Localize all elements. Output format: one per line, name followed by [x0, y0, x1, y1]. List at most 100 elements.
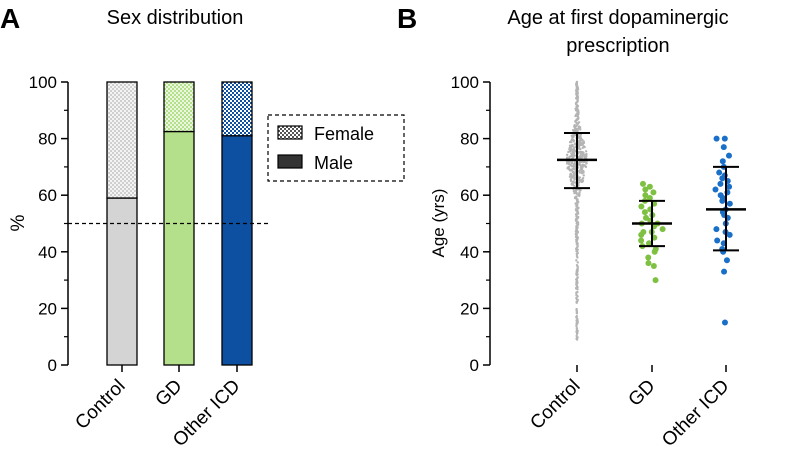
- point-control: [584, 161, 588, 164]
- chart-title-b-line-2: prescription: [566, 35, 669, 57]
- point-other-icd: [717, 180, 724, 187]
- point-control: [575, 314, 579, 318]
- legend-swatch-female: [277, 125, 303, 140]
- y-tick-label-a-80: 80: [38, 130, 57, 149]
- point-control: [567, 165, 571, 169]
- point-gd: [650, 262, 657, 269]
- point-gd: [639, 180, 646, 187]
- point-control: [571, 133, 575, 137]
- point-control: [575, 195, 578, 198]
- point-control: [572, 189, 576, 193]
- y-tick-label-b-80: 80: [460, 130, 479, 149]
- point-control: [575, 307, 578, 311]
- point-control: [575, 264, 579, 267]
- point-control: [577, 125, 581, 128]
- y-axis-label-b: Age (yrs): [429, 189, 448, 258]
- x-tick-label-b-2: Other ICD: [658, 376, 733, 451]
- y-axis-b: 0 20 40 60 80 100: [451, 73, 491, 375]
- chart-title-b-line-1: Age at first dopaminergic: [507, 7, 728, 29]
- scatter-points-b: [565, 80, 733, 341]
- point-control: [571, 151, 575, 154]
- point-control: [578, 176, 582, 179]
- point-gd: [642, 192, 649, 199]
- point-control: [569, 155, 572, 158]
- bar-female-2: [221, 81, 253, 137]
- point-control: [571, 143, 574, 147]
- point-control: [578, 191, 581, 194]
- bar-male-0: [106, 197, 138, 366]
- point-control: [575, 80, 579, 84]
- point-other-icd: [720, 144, 727, 151]
- point-gd: [652, 277, 659, 284]
- point-other-icd: [721, 268, 728, 275]
- point-other-icd: [725, 152, 732, 159]
- point-control: [581, 150, 584, 154]
- point-control: [565, 156, 569, 159]
- point-control: [577, 181, 581, 184]
- point-control: [577, 150, 580, 154]
- point-gd: [642, 214, 649, 221]
- point-other-icd: [726, 183, 733, 190]
- legend-label-male: Male: [314, 153, 353, 173]
- point-gd: [652, 245, 659, 252]
- point-gd: [638, 203, 645, 210]
- point-control: [571, 138, 574, 141]
- point-control: [573, 162, 576, 166]
- point-control: [576, 129, 579, 133]
- point-other-icd: [717, 192, 724, 199]
- point-gd: [641, 209, 648, 216]
- point-gd: [638, 237, 645, 244]
- point-other-icd: [713, 135, 720, 142]
- bar-male-1: [163, 130, 195, 366]
- panel-letter-b: B: [397, 3, 417, 34]
- point-control: [581, 163, 585, 166]
- chart-title-a: Sex distribution: [107, 7, 244, 29]
- legend-swatch-male: [277, 154, 303, 169]
- y-tick-label-a-100: 100: [29, 73, 57, 92]
- panel-letter-a: A: [0, 3, 20, 34]
- y-tick-label-a-20: 20: [38, 299, 57, 318]
- point-control: [572, 167, 575, 170]
- summary-bars-b: [557, 131, 746, 252]
- point-control: [575, 259, 578, 262]
- point-other-icd: [712, 186, 719, 193]
- point-gd: [659, 226, 666, 233]
- point-control: [581, 177, 585, 180]
- y-axis-a: 0 20 40 60 80 100: [29, 73, 69, 375]
- point-other-icd: [721, 319, 728, 326]
- point-gd: [642, 186, 649, 193]
- bar-male-2: [221, 135, 253, 366]
- y-tick-label-b-20: 20: [460, 299, 479, 318]
- legend: Female Male: [267, 114, 405, 182]
- point-other-icd: [719, 158, 726, 165]
- point-control: [576, 276, 579, 279]
- x-tick-label-b-1: GD: [625, 376, 660, 411]
- panel-a: A Sex distribution % 0 20 40 60 80 100 Contro…: [0, 3, 405, 451]
- point-control: [573, 160, 577, 164]
- point-control: [571, 128, 575, 132]
- point-control: [585, 152, 588, 156]
- point-other-icd: [716, 169, 723, 176]
- point-control: [565, 153, 569, 157]
- point-gd: [646, 183, 653, 190]
- point-control: [579, 150, 582, 154]
- point-control: [575, 334, 578, 338]
- point-control: [582, 145, 585, 148]
- y-tick-label-a-40: 40: [38, 243, 57, 262]
- point-other-icd: [714, 237, 721, 244]
- point-control: [577, 155, 580, 159]
- point-gd: [650, 189, 657, 196]
- y-tick-label-b-60: 60: [460, 186, 479, 205]
- point-control: [576, 290, 579, 294]
- point-gd: [645, 254, 652, 261]
- y-tick-label-a-60: 60: [38, 186, 57, 205]
- point-control: [570, 161, 573, 164]
- y-axis-label-a: %: [8, 214, 29, 231]
- y-tick-label-b-0: 0: [470, 356, 479, 375]
- point-control: [576, 261, 579, 264]
- point-control: [582, 174, 585, 177]
- bar-female-0: [106, 81, 138, 199]
